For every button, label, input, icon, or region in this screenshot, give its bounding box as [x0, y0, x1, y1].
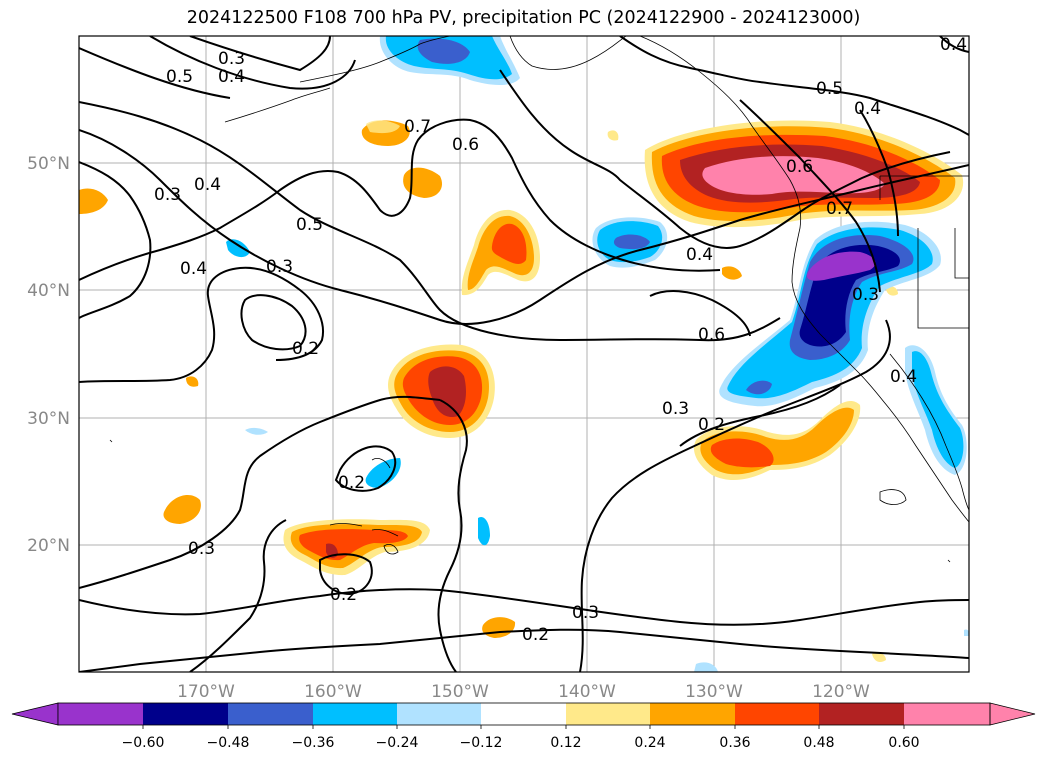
- contour-label: 0.4: [854, 99, 881, 119]
- map-frame: [78, 35, 970, 673]
- contour-label: 0.3: [266, 257, 293, 277]
- lat-label: 20°N: [27, 536, 70, 556]
- contour-label: 0.3: [188, 539, 215, 559]
- contour-label: 0.3: [852, 285, 879, 305]
- colorbar-tick-label: −0.24: [376, 735, 419, 751]
- colorbar-tick-label: −0.60: [122, 735, 165, 751]
- colorbar-tick-label: −0.36: [292, 735, 335, 751]
- contour-label: 0.4: [940, 35, 967, 55]
- contour-label: 0.5: [296, 215, 323, 235]
- colorbar-tick-label: 0.60: [888, 735, 919, 751]
- latitude-labels: 50°N 40°N 30°N 20°N: [27, 154, 70, 556]
- colorbar-tick-label: 0.12: [550, 735, 581, 751]
- colorbar-tick-label: −0.12: [460, 735, 503, 751]
- colorbar-segments: [58, 703, 990, 725]
- colorbar-extend-low: [11, 702, 59, 726]
- longitude-labels: 170°W 160°W 150°W 140°W 130°W 120°W: [177, 682, 870, 702]
- contour-label: 0.4: [218, 67, 245, 87]
- contour-label: 0.2: [292, 339, 319, 359]
- contour-label: 0.4: [194, 175, 221, 195]
- contour-label: 0.3: [218, 49, 245, 69]
- precip-positive-regions: [79, 120, 964, 662]
- precip-negative-regions: [226, 36, 969, 672]
- contour-label: 0.2: [522, 625, 549, 645]
- contour-label: 0.3: [572, 603, 599, 623]
- lon-label: 120°W: [812, 682, 870, 702]
- contour-label: 0.5: [816, 79, 843, 99]
- lat-label: 30°N: [27, 409, 70, 429]
- map-title: 2024122500 F108 700 hPa PV, precipitatio…: [186, 8, 861, 28]
- contour-labels: 0.3 0.4 0.5 0.7 0.6 0.3 0.4 0.5 0.4 0.3 …: [154, 35, 967, 645]
- contour-label: 0.3: [662, 399, 689, 419]
- contour-label: 0.7: [826, 199, 853, 219]
- contour-label: 0.2: [338, 473, 365, 493]
- contour-label: 0.6: [452, 135, 479, 155]
- contour-label: 0.7: [404, 117, 431, 137]
- map-panel: 0.3 0.4 0.5 0.7 0.6 0.3 0.4 0.5 0.4 0.3 …: [79, 35, 969, 672]
- lon-label: 140°W: [558, 682, 616, 702]
- pv-contours: [79, 36, 969, 672]
- lat-label: 40°N: [27, 281, 70, 301]
- colorbar-tick-label: 0.24: [634, 735, 665, 751]
- contour-label: 0.5: [166, 67, 193, 87]
- lon-label: 150°W: [431, 682, 489, 702]
- lon-label: 130°W: [685, 682, 743, 702]
- lon-label: 170°W: [177, 682, 235, 702]
- contour-label: 0.6: [786, 157, 813, 177]
- contour-label: 0.2: [698, 415, 725, 435]
- contour-label: 0.4: [686, 245, 713, 265]
- lon-label: 160°W: [304, 682, 362, 702]
- contour-label: 0.3: [154, 185, 181, 205]
- contour-label: 0.2: [330, 585, 357, 605]
- colorbar-tick-label: −0.48: [207, 735, 250, 751]
- colorbar-tick-label: 0.48: [803, 735, 834, 751]
- contour-label: 0.6: [698, 325, 725, 345]
- colorbar-extend-high: [989, 702, 1036, 726]
- coastlines: [109, 36, 969, 563]
- contour-label: 0.4: [890, 367, 917, 387]
- colorbar-tick-labels: −0.60 −0.48 −0.36 −0.24 −0.12 0.12 0.24 …: [122, 735, 920, 751]
- colorbar: −0.60 −0.48 −0.36 −0.24 −0.12 0.12 0.24 …: [11, 702, 1036, 751]
- lat-label: 50°N: [27, 154, 70, 174]
- contour-label: 0.4: [180, 259, 207, 279]
- colorbar-ticks: [142, 725, 905, 729]
- colorbar-tick-label: 0.36: [719, 735, 750, 751]
